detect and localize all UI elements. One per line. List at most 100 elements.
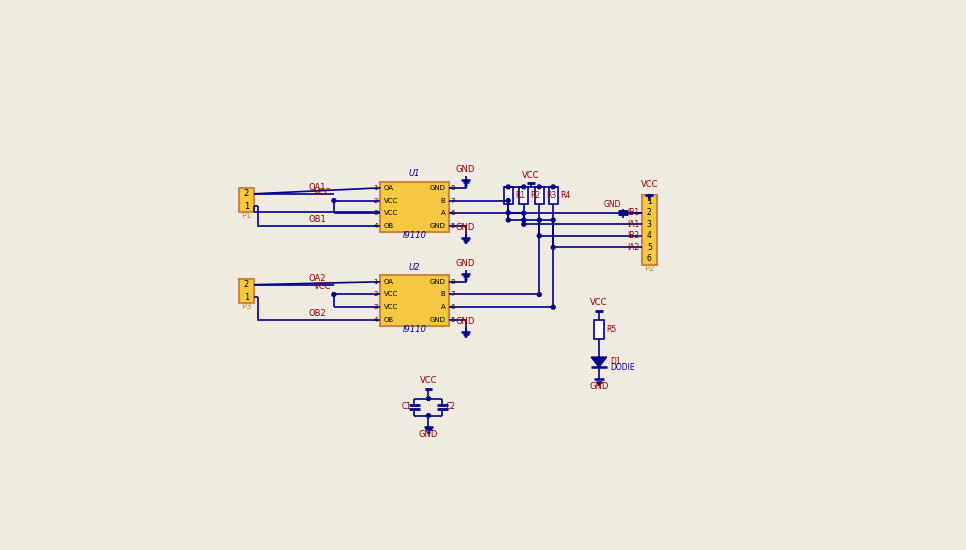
Text: 7: 7 — [451, 197, 455, 204]
Text: GND: GND — [418, 430, 439, 439]
Text: VCC: VCC — [384, 292, 398, 298]
Text: GND: GND — [589, 382, 609, 392]
Text: 1: 1 — [243, 202, 249, 211]
Circle shape — [537, 218, 541, 222]
Text: OB: OB — [384, 223, 393, 229]
Polygon shape — [591, 357, 607, 367]
Text: 3: 3 — [374, 304, 378, 310]
Circle shape — [552, 245, 555, 249]
Text: 6: 6 — [647, 255, 652, 263]
Text: R3: R3 — [546, 191, 556, 200]
Text: VCC: VCC — [384, 197, 398, 204]
Text: I9110: I9110 — [403, 324, 426, 334]
Bar — [381, 276, 448, 326]
Circle shape — [537, 185, 541, 189]
Text: 1: 1 — [374, 185, 378, 191]
Bar — [381, 182, 448, 232]
Circle shape — [522, 211, 526, 215]
Text: GND: GND — [456, 165, 475, 174]
Text: 1: 1 — [647, 197, 652, 206]
Text: VCC: VCC — [419, 376, 438, 385]
Circle shape — [552, 218, 555, 222]
Text: B: B — [440, 197, 445, 204]
Text: 2: 2 — [374, 292, 378, 298]
Text: OA: OA — [384, 279, 393, 285]
Text: GND: GND — [604, 200, 621, 208]
Text: IA1: IA1 — [627, 220, 639, 229]
Text: R1: R1 — [515, 191, 526, 200]
Text: OB: OB — [384, 317, 393, 323]
Circle shape — [537, 293, 541, 296]
Text: OB1: OB1 — [308, 215, 327, 224]
Circle shape — [426, 397, 431, 400]
Circle shape — [332, 199, 336, 202]
Text: IB1: IB1 — [627, 208, 639, 217]
Circle shape — [522, 218, 526, 222]
Text: OB2: OB2 — [308, 309, 327, 318]
Text: 2: 2 — [243, 280, 249, 289]
Circle shape — [522, 185, 526, 189]
Text: DODIE: DODIE — [610, 362, 635, 372]
Circle shape — [506, 199, 510, 202]
Text: GND: GND — [456, 317, 475, 326]
Text: A: A — [440, 304, 445, 310]
Bar — [549, 187, 557, 204]
Circle shape — [552, 185, 555, 189]
Text: U1: U1 — [409, 169, 420, 178]
Text: VCC: VCC — [384, 210, 398, 216]
Circle shape — [506, 211, 510, 214]
Text: IB2: IB2 — [627, 232, 639, 240]
Text: A: A — [440, 210, 445, 216]
Text: D1: D1 — [610, 357, 620, 366]
Text: 1: 1 — [243, 293, 249, 301]
Bar — [519, 187, 528, 204]
Text: P2: P2 — [644, 264, 655, 273]
Text: I9110: I9110 — [403, 230, 426, 240]
Text: U2: U2 — [409, 263, 420, 272]
Text: 4: 4 — [374, 223, 378, 229]
Bar — [239, 188, 254, 212]
Text: 2: 2 — [374, 197, 378, 204]
Text: OA: OA — [384, 185, 393, 191]
Text: IA2: IA2 — [627, 243, 639, 252]
Text: R2: R2 — [530, 191, 541, 200]
Circle shape — [552, 305, 555, 309]
Text: 8: 8 — [451, 185, 455, 191]
Text: VCC: VCC — [314, 282, 331, 291]
Text: R5: R5 — [606, 325, 616, 334]
Text: R4: R4 — [560, 191, 571, 200]
Text: GND: GND — [456, 259, 475, 268]
Text: VCC: VCC — [314, 188, 331, 197]
Text: 5: 5 — [451, 317, 455, 323]
Circle shape — [537, 234, 541, 238]
Text: 6: 6 — [451, 210, 455, 216]
Text: GND: GND — [430, 317, 445, 323]
Text: P1: P1 — [242, 211, 251, 219]
Text: 4: 4 — [374, 317, 378, 323]
Bar — [239, 278, 254, 303]
Text: VCC: VCC — [640, 180, 658, 189]
Text: 5: 5 — [451, 223, 455, 229]
Text: VCC: VCC — [590, 298, 608, 307]
Text: C2: C2 — [445, 402, 456, 411]
Text: B: B — [440, 292, 445, 298]
Bar — [594, 320, 604, 339]
Text: P3: P3 — [242, 301, 251, 311]
Text: GND: GND — [430, 279, 445, 285]
Text: OA1: OA1 — [308, 183, 326, 192]
Text: C1: C1 — [402, 402, 412, 411]
Text: 3: 3 — [374, 210, 378, 216]
Circle shape — [426, 414, 431, 417]
Circle shape — [332, 293, 336, 296]
Circle shape — [506, 218, 510, 222]
Text: VCC: VCC — [384, 304, 398, 310]
Text: 3: 3 — [647, 220, 652, 229]
Text: 2: 2 — [647, 208, 652, 217]
Circle shape — [522, 222, 526, 226]
Text: 7: 7 — [451, 292, 455, 298]
Text: 5: 5 — [647, 243, 652, 252]
Bar — [641, 195, 657, 265]
Bar — [503, 187, 513, 204]
Text: OA2: OA2 — [308, 274, 326, 283]
Bar — [534, 187, 544, 204]
